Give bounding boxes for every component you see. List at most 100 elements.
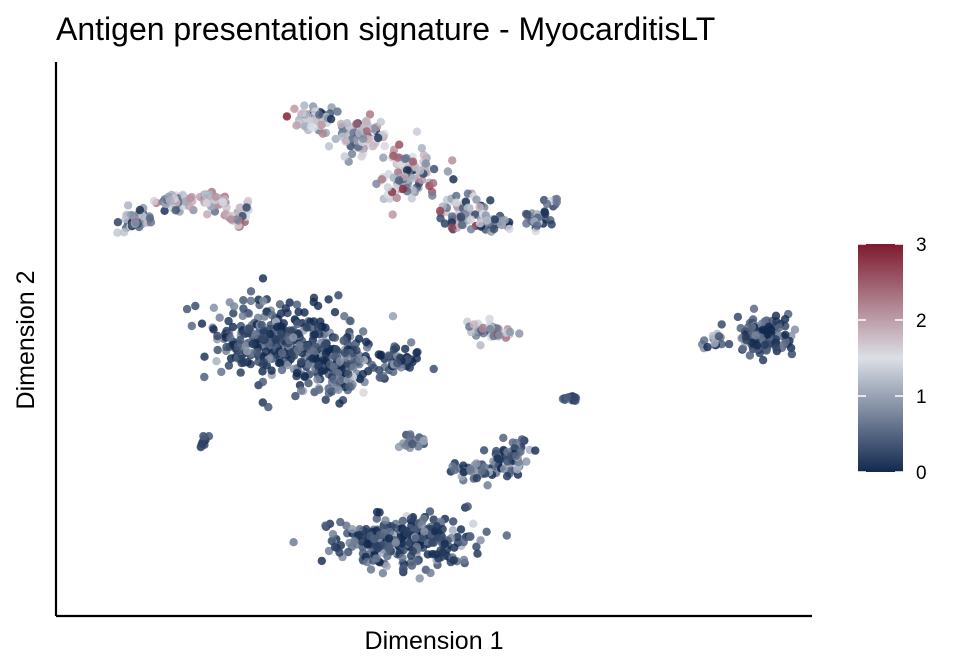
cell-point <box>330 352 339 361</box>
cell-point <box>377 175 387 184</box>
cell-point <box>244 196 253 206</box>
cell-point <box>385 527 395 537</box>
cell-point <box>375 366 384 375</box>
cell-point <box>276 358 285 368</box>
cell-point <box>200 372 209 382</box>
cell-point <box>763 330 772 339</box>
cell-point <box>362 116 371 126</box>
cell-point <box>419 514 428 523</box>
cell-point <box>355 355 365 364</box>
cell-point <box>225 298 234 307</box>
cell-point <box>213 331 222 341</box>
cell-point <box>258 377 268 387</box>
cell-point <box>209 303 219 312</box>
cell-point <box>419 150 429 160</box>
cell-point <box>408 174 417 183</box>
cell-point <box>149 196 159 206</box>
cell-point <box>412 557 421 566</box>
cell-point <box>201 191 211 200</box>
cell-point <box>336 517 345 527</box>
cell-point <box>542 199 552 209</box>
cell-point <box>429 164 439 174</box>
cell-point <box>466 225 476 234</box>
cell-point <box>418 533 427 543</box>
cell-point <box>226 215 236 224</box>
cell-point <box>449 175 458 184</box>
cell-point <box>371 541 381 550</box>
cell-point <box>359 327 368 336</box>
cell-point <box>384 544 393 553</box>
cell-point <box>359 388 368 397</box>
cell-point <box>290 104 299 114</box>
cell-point <box>315 330 324 339</box>
cell-point <box>431 550 440 559</box>
cell-point <box>226 354 236 363</box>
cell-point <box>302 323 311 332</box>
cell-point <box>405 363 414 372</box>
cell-point <box>293 345 302 355</box>
cell-point <box>191 301 200 311</box>
cell-point <box>372 514 381 523</box>
cell-point <box>466 532 475 542</box>
cell-point <box>486 196 495 205</box>
cell-point <box>296 357 306 367</box>
cell-point <box>298 109 307 118</box>
cell-point <box>781 330 790 339</box>
cell-point <box>395 140 404 149</box>
cell-point <box>449 517 458 526</box>
cell-point <box>239 296 248 305</box>
cell-point <box>257 320 266 330</box>
cell-point <box>540 208 549 217</box>
cell-point <box>452 191 461 201</box>
cell-point <box>466 215 476 224</box>
cell-point <box>239 304 248 313</box>
cell-point <box>724 339 734 349</box>
cell-point <box>771 343 781 352</box>
cell-point <box>213 345 222 355</box>
cell-point <box>456 525 466 534</box>
cell-point <box>512 451 521 461</box>
cell-point <box>449 556 458 565</box>
cell-point <box>347 149 357 159</box>
cell-point <box>429 364 438 374</box>
cell-point <box>329 362 338 372</box>
cell-point <box>482 216 492 225</box>
cell-point <box>258 398 267 407</box>
cell-point <box>749 304 759 313</box>
cell-point <box>340 152 349 161</box>
cell-point <box>394 176 404 185</box>
cell-point <box>363 539 372 549</box>
cell-point <box>248 339 257 349</box>
cell-point <box>236 368 245 377</box>
cell-point <box>407 338 416 347</box>
cell-point <box>251 330 260 340</box>
cell-point <box>334 291 343 300</box>
cell-point <box>376 351 385 360</box>
cell-point <box>489 224 499 234</box>
cell-point <box>318 129 328 138</box>
cell-point <box>265 329 275 339</box>
cell-point <box>472 474 481 483</box>
cell-point <box>379 153 388 162</box>
cell-point <box>313 301 323 311</box>
cell-point <box>271 335 281 344</box>
cell-point <box>203 210 212 219</box>
cell-point <box>354 334 364 343</box>
cell-point <box>372 179 381 189</box>
cell-point <box>463 203 473 212</box>
cell-point <box>119 228 129 237</box>
cell-point <box>242 203 251 212</box>
cell-point <box>135 205 145 215</box>
cell-point <box>402 529 412 538</box>
cell-point <box>710 339 719 348</box>
cell-point <box>502 472 512 481</box>
cell-point <box>309 293 319 302</box>
cell-point <box>736 324 745 333</box>
cell-point <box>264 402 273 412</box>
cell-point <box>253 348 262 357</box>
cell-point <box>277 365 287 375</box>
cell-point <box>790 325 800 334</box>
cell-point <box>232 215 242 224</box>
cell-point <box>393 359 402 368</box>
cell-point <box>401 344 410 354</box>
